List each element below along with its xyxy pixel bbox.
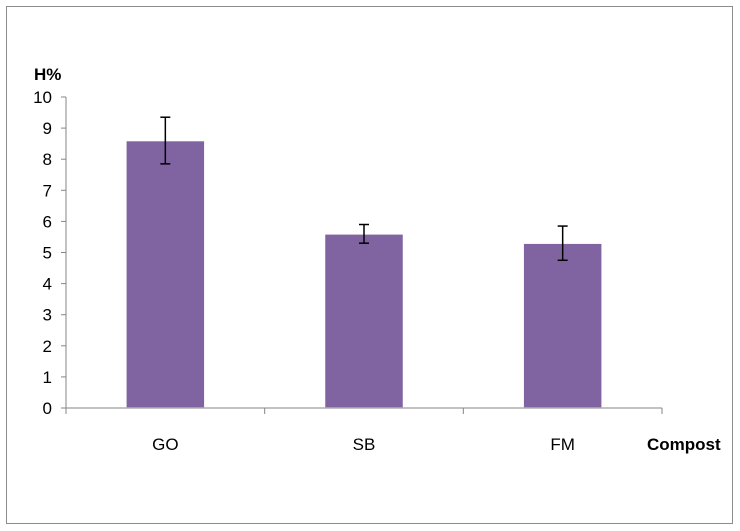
y-axis-title: H% [34,65,61,84]
x-tick-label-sb: SB [353,435,376,454]
y-tick-label: 7 [43,181,52,200]
x-tick-label-go: GO [152,435,178,454]
y-tick-label: 9 [43,119,52,138]
error-bars-group [160,116,568,262]
x-tick-label-fm: FM [550,435,575,454]
y-tick-label: 10 [33,88,52,107]
y-tick-label: 2 [43,337,52,356]
error-bar-sb [359,223,369,244]
y-tick-label: 3 [43,306,52,325]
y-ticks-group: 0 1 2 3 4 5 6 7 8 9 10 [33,88,66,418]
error-bar-go [160,116,171,165]
bar-go [125,139,206,409]
bar-sb [323,233,405,409]
x-axis-title: Compost [647,435,721,454]
y-tick-label: 4 [43,275,52,294]
y-tick-label: 6 [43,212,52,231]
bar-fm [522,242,603,409]
bars-group [125,139,603,409]
x-ticks-group: GO SB FM [65,408,663,454]
error-bar-fm [557,225,568,262]
y-tick-label: 8 [43,150,52,169]
y-tick-label: 0 [43,399,52,418]
y-tick-label: 5 [43,244,52,263]
y-tick-label: 1 [43,368,52,387]
